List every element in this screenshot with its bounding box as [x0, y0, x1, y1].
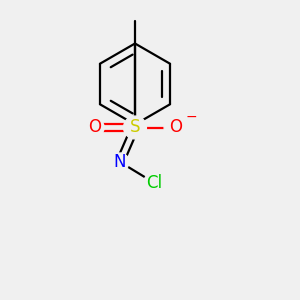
Circle shape	[164, 116, 187, 139]
Text: N: N	[114, 153, 126, 171]
Text: −: −	[185, 110, 197, 124]
Text: S: S	[130, 118, 140, 136]
Text: O: O	[169, 118, 182, 136]
Text: O: O	[88, 118, 101, 136]
Circle shape	[144, 172, 165, 194]
Circle shape	[85, 118, 104, 137]
Circle shape	[124, 116, 146, 139]
Circle shape	[111, 153, 129, 171]
Text: Cl: Cl	[146, 174, 163, 192]
